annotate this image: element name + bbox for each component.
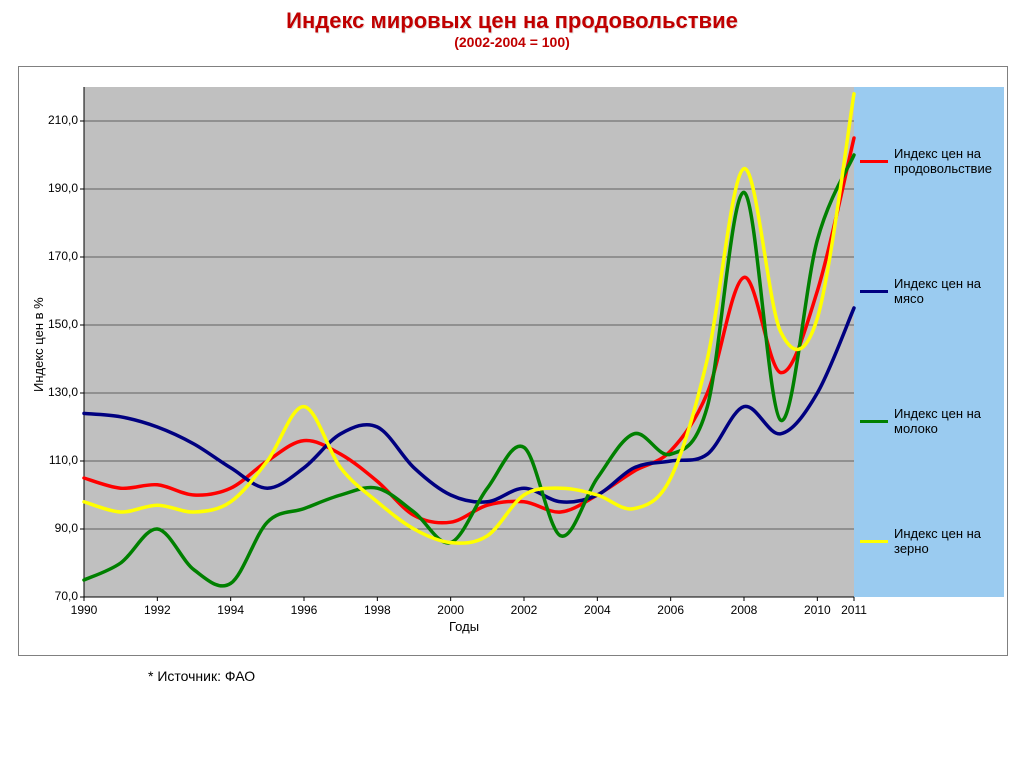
x-tick-label: 2011 bbox=[834, 603, 874, 617]
y-tick-label: 150,0 bbox=[38, 317, 78, 331]
chart-frame: Индекс цен в % Годы 70,0 90,0 110,0 130,0 15… bbox=[18, 66, 1008, 656]
x-tick-label: 2004 bbox=[577, 603, 617, 617]
x-tick-label: 1998 bbox=[357, 603, 397, 617]
x-tick-label: 2006 bbox=[651, 603, 691, 617]
x-tick-label: 2002 bbox=[504, 603, 544, 617]
legend-swatch bbox=[860, 160, 888, 163]
series-line bbox=[84, 308, 854, 502]
x-tick-label: 1992 bbox=[137, 603, 177, 617]
y-tick-label: 190,0 bbox=[38, 181, 78, 195]
series-line bbox=[84, 138, 854, 523]
footnote: * Источник: ФАО bbox=[148, 668, 255, 684]
x-tick-label: 2000 bbox=[431, 603, 471, 617]
legend-label: Индекс цен на продовольствие bbox=[894, 147, 1004, 177]
legend-item: Индекс цен на зерно bbox=[860, 527, 1004, 557]
legend-item: Индекс цен на мясо bbox=[860, 277, 1004, 307]
legend-swatch bbox=[860, 540, 888, 543]
chart-title: Индекс мировых цен на продовольствие bbox=[0, 8, 1024, 34]
x-tick-label: 1994 bbox=[211, 603, 251, 617]
series-line bbox=[84, 94, 854, 543]
x-tick-label: 1990 bbox=[64, 603, 104, 617]
x-tick-label: 1996 bbox=[284, 603, 324, 617]
legend-item: Индекс цен на продовольствие bbox=[860, 147, 1004, 177]
y-tick-label: 90,0 bbox=[38, 521, 78, 535]
legend-swatch bbox=[860, 290, 888, 293]
legend-label: Индекс цен на молоко bbox=[894, 407, 1004, 437]
y-axis-label: Индекс цен в % bbox=[31, 297, 46, 392]
x-axis-label: Годы bbox=[449, 619, 479, 634]
data-lines bbox=[19, 67, 1007, 655]
chart-subtitle: (2002-2004 = 100) bbox=[0, 34, 1024, 50]
y-tick-label: 110,0 bbox=[38, 453, 78, 467]
x-tick-label: 2010 bbox=[797, 603, 837, 617]
y-tick-label: 170,0 bbox=[38, 249, 78, 263]
legend-label: Индекс цен на мясо bbox=[894, 277, 1004, 307]
series-line bbox=[84, 155, 854, 586]
legend-swatch bbox=[860, 420, 888, 423]
legend-item: Индекс цен на молоко bbox=[860, 407, 1004, 437]
y-tick-label: 210,0 bbox=[38, 113, 78, 127]
y-tick-label: 130,0 bbox=[38, 385, 78, 399]
legend-label: Индекс цен на зерно bbox=[894, 527, 1004, 557]
y-tick-label: 70,0 bbox=[38, 589, 78, 603]
x-tick-label: 2008 bbox=[724, 603, 764, 617]
